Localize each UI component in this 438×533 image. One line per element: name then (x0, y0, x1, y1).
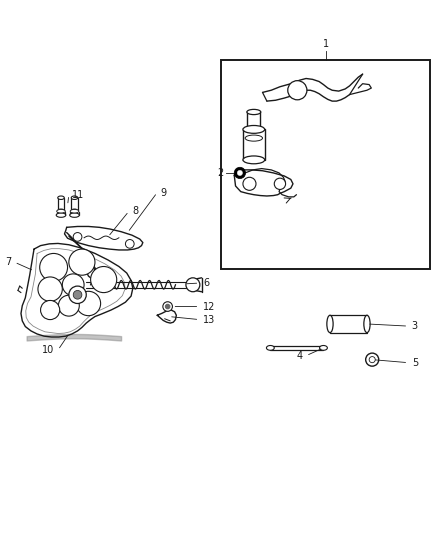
Circle shape (163, 302, 173, 311)
Text: 8: 8 (132, 206, 138, 216)
Ellipse shape (320, 345, 327, 350)
Text: 2: 2 (217, 168, 223, 178)
Circle shape (125, 239, 134, 248)
Bar (221, 60, 430, 269)
Circle shape (237, 171, 243, 175)
Circle shape (73, 232, 82, 241)
Text: 3: 3 (412, 321, 418, 331)
Ellipse shape (243, 125, 265, 133)
Circle shape (243, 177, 256, 190)
Text: 11: 11 (72, 190, 85, 200)
Circle shape (40, 254, 67, 281)
Text: 4: 4 (297, 351, 303, 361)
Text: 9: 9 (161, 188, 167, 198)
Circle shape (166, 304, 170, 309)
Circle shape (58, 295, 79, 316)
Ellipse shape (70, 213, 79, 217)
Ellipse shape (58, 209, 64, 213)
Ellipse shape (57, 209, 65, 213)
Ellipse shape (243, 156, 265, 164)
Circle shape (73, 290, 82, 299)
Ellipse shape (245, 135, 262, 141)
Circle shape (234, 167, 246, 179)
Text: 10: 10 (42, 345, 54, 355)
Circle shape (274, 178, 286, 189)
Ellipse shape (71, 209, 78, 213)
Text: 13: 13 (203, 314, 215, 325)
Circle shape (41, 301, 60, 320)
Ellipse shape (327, 315, 333, 333)
Circle shape (366, 353, 379, 366)
Ellipse shape (70, 209, 79, 213)
Text: 1: 1 (322, 39, 328, 50)
Text: 5: 5 (412, 358, 418, 368)
Ellipse shape (266, 345, 274, 350)
Circle shape (186, 278, 200, 292)
Circle shape (62, 274, 84, 296)
Circle shape (91, 266, 117, 293)
Text: 12: 12 (203, 302, 215, 312)
Circle shape (38, 277, 62, 301)
Text: 7: 7 (5, 257, 11, 267)
Text: 6: 6 (203, 278, 209, 288)
Ellipse shape (247, 109, 261, 115)
Ellipse shape (364, 315, 370, 333)
Circle shape (69, 249, 95, 275)
Ellipse shape (71, 196, 78, 199)
Ellipse shape (58, 196, 64, 199)
Circle shape (288, 80, 307, 100)
Circle shape (369, 357, 375, 362)
Ellipse shape (56, 213, 66, 217)
Circle shape (69, 286, 86, 303)
Circle shape (76, 292, 101, 316)
